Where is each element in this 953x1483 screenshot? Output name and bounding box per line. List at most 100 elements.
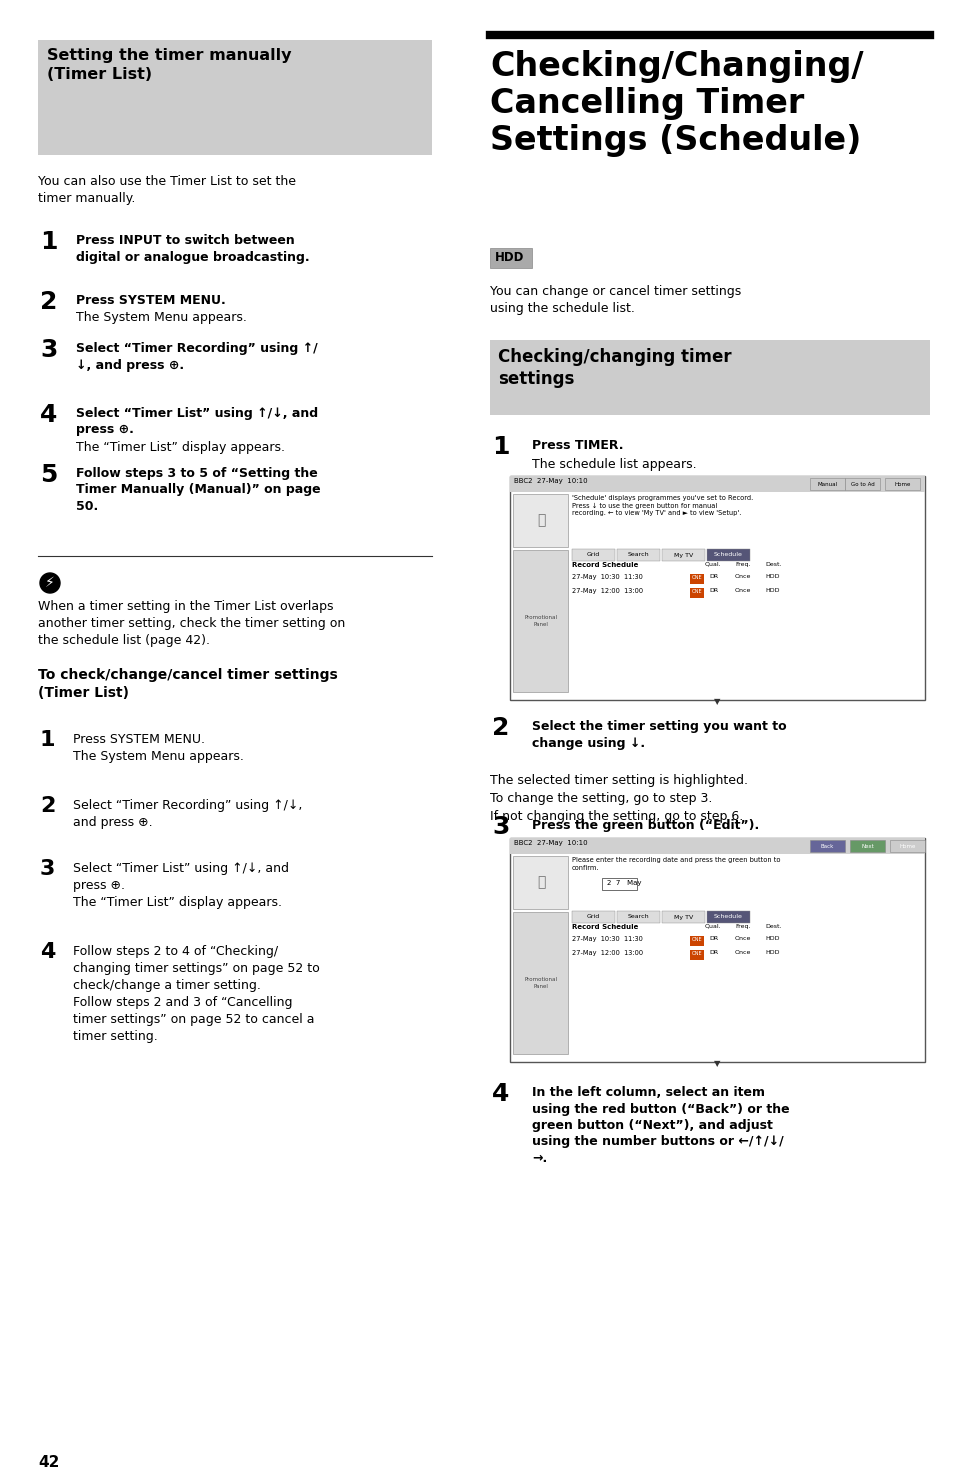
Text: ONE: ONE <box>691 589 701 595</box>
Bar <box>706 911 749 922</box>
Text: Home: Home <box>893 482 910 486</box>
Text: Once: Once <box>734 951 751 955</box>
Bar <box>510 838 924 854</box>
Bar <box>513 494 567 547</box>
Text: 2: 2 <box>40 796 55 816</box>
Text: Search: Search <box>627 553 649 558</box>
Text: Press SYSTEM MENU.: Press SYSTEM MENU. <box>76 294 226 307</box>
Text: Checking/changing timer
settings: Checking/changing timer settings <box>497 349 731 389</box>
Text: ONE: ONE <box>691 575 701 580</box>
Text: 27-May  12:00  13:00: 27-May 12:00 13:00 <box>572 951 642 957</box>
Text: Freq.: Freq. <box>734 924 750 928</box>
Text: Press the green button (“Edit”).: Press the green button (“Edit”). <box>532 819 759 832</box>
Text: Schedule: Schedule <box>713 553 742 558</box>
Text: 2  7   May: 2 7 May <box>606 879 640 885</box>
Text: To check/change/cancel timer settings
(Timer List): To check/change/cancel timer settings (T… <box>38 667 337 700</box>
Text: Record Schedule: Record Schedule <box>572 924 638 930</box>
Text: ▼: ▼ <box>714 697 720 706</box>
Text: 4: 4 <box>40 942 55 962</box>
Text: ⚡: ⚡ <box>45 575 55 590</box>
Bar <box>706 549 749 561</box>
Text: The schedule list appears.: The schedule list appears. <box>532 458 696 472</box>
Bar <box>661 911 704 922</box>
Text: 3: 3 <box>40 338 57 362</box>
Bar <box>513 912 567 1054</box>
Text: Press SYSTEM MENU.
The System Menu appears.: Press SYSTEM MENU. The System Menu appea… <box>73 733 244 762</box>
Bar <box>572 911 615 922</box>
Text: Manual: Manual <box>817 482 837 486</box>
Text: HDD: HDD <box>495 251 524 264</box>
Text: 27-May  10:30  11:30: 27-May 10:30 11:30 <box>572 574 642 580</box>
Text: Freq.: Freq. <box>734 562 750 567</box>
Bar <box>809 839 844 853</box>
Text: 3: 3 <box>40 859 55 879</box>
Text: ONE: ONE <box>691 951 701 957</box>
Text: You can change or cancel timer settings
using the schedule list.: You can change or cancel timer settings … <box>490 285 740 314</box>
Text: BBC2  27-May  10:10: BBC2 27-May 10:10 <box>514 839 587 845</box>
Bar <box>849 839 884 853</box>
Circle shape <box>40 572 60 593</box>
Bar <box>572 549 615 561</box>
Text: 4: 4 <box>492 1083 509 1106</box>
Text: HDD: HDD <box>764 574 779 578</box>
Text: The selected timer setting is highlighted.: The selected timer setting is highlighte… <box>490 774 747 787</box>
Text: Record Schedule: Record Schedule <box>572 562 638 568</box>
Text: Setting the timer manually
(Timer List): Setting the timer manually (Timer List) <box>47 47 292 82</box>
Text: To change the setting, go to step 3.: To change the setting, go to step 3. <box>490 792 712 805</box>
Bar <box>844 478 879 489</box>
Text: My TV: My TV <box>673 915 693 919</box>
Text: Select “Timer List” using ↑/↓, and
press ⊕.
The “Timer List” display appears.: Select “Timer List” using ↑/↓, and press… <box>73 862 289 909</box>
Text: 1: 1 <box>40 730 55 750</box>
Text: When a timer setting in the Timer List overlaps
another timer setting, check the: When a timer setting in the Timer List o… <box>38 601 345 647</box>
Text: Please enter the recording date and press the green button to
confirm.: Please enter the recording date and pres… <box>572 857 780 871</box>
Bar <box>38 40 432 156</box>
Bar <box>661 549 704 561</box>
Text: Once: Once <box>734 574 751 578</box>
Text: 🎬: 🎬 <box>537 875 544 890</box>
Text: The “Timer List” display appears.: The “Timer List” display appears. <box>76 440 285 454</box>
Text: Once: Once <box>734 587 751 593</box>
Text: 3: 3 <box>492 816 509 839</box>
Text: Back: Back <box>820 844 833 848</box>
Text: 'Schedule' displays programmes you've set to Record.
Press ↓ to use the green bu: 'Schedule' displays programmes you've se… <box>572 495 753 516</box>
Text: Qual.: Qual. <box>704 924 720 928</box>
Text: 2: 2 <box>40 291 57 314</box>
Text: Select the timer setting you want to
change using ↓.: Select the timer setting you want to cha… <box>532 721 786 749</box>
Bar <box>510 476 924 700</box>
Text: 🎬: 🎬 <box>537 513 544 528</box>
Text: DR: DR <box>708 936 718 942</box>
Bar <box>617 911 659 922</box>
Text: BBC2  27-May  10:10: BBC2 27-May 10:10 <box>514 478 587 483</box>
Bar <box>617 549 659 561</box>
Bar <box>601 878 637 890</box>
Bar <box>689 587 703 598</box>
Text: Next: Next <box>861 844 873 848</box>
Text: Press INPUT to switch between
digital or analogue broadcasting.: Press INPUT to switch between digital or… <box>76 234 310 264</box>
Text: HDD: HDD <box>764 936 779 942</box>
Text: ONE: ONE <box>691 937 701 942</box>
Bar <box>809 478 844 489</box>
Text: You can also use the Timer List to set the
timer manually.: You can also use the Timer List to set t… <box>38 175 295 205</box>
Text: DR: DR <box>708 951 718 955</box>
Text: Promotional
Panel: Promotional Panel <box>524 615 557 627</box>
Bar <box>490 340 929 415</box>
Text: Dest.: Dest. <box>764 562 781 567</box>
Text: 5: 5 <box>40 463 57 486</box>
Text: In the left column, select an item
using the red button (“Back”) or the
green bu: In the left column, select an item using… <box>532 1086 789 1166</box>
Text: My TV: My TV <box>673 553 693 558</box>
Bar <box>689 574 703 584</box>
Bar <box>884 478 919 489</box>
Text: Qual.: Qual. <box>704 562 720 567</box>
Text: Press TIMER.: Press TIMER. <box>532 439 623 452</box>
Text: Checking/Changing/
Cancelling Timer
Settings (Schedule): Checking/Changing/ Cancelling Timer Sett… <box>490 50 862 157</box>
Text: HDD: HDD <box>764 951 779 955</box>
Text: 1: 1 <box>40 230 57 254</box>
Bar <box>510 476 924 492</box>
Text: Home: Home <box>899 844 915 848</box>
Text: 2: 2 <box>492 716 509 740</box>
Bar <box>889 839 924 853</box>
Text: Select “Timer List” using ↑/↓, and
press ⊕.: Select “Timer List” using ↑/↓, and press… <box>76 406 317 436</box>
Text: DR: DR <box>708 574 718 578</box>
Text: ▼: ▼ <box>714 1059 720 1068</box>
Text: If not changing the setting, go to step 6.: If not changing the setting, go to step … <box>490 810 742 823</box>
